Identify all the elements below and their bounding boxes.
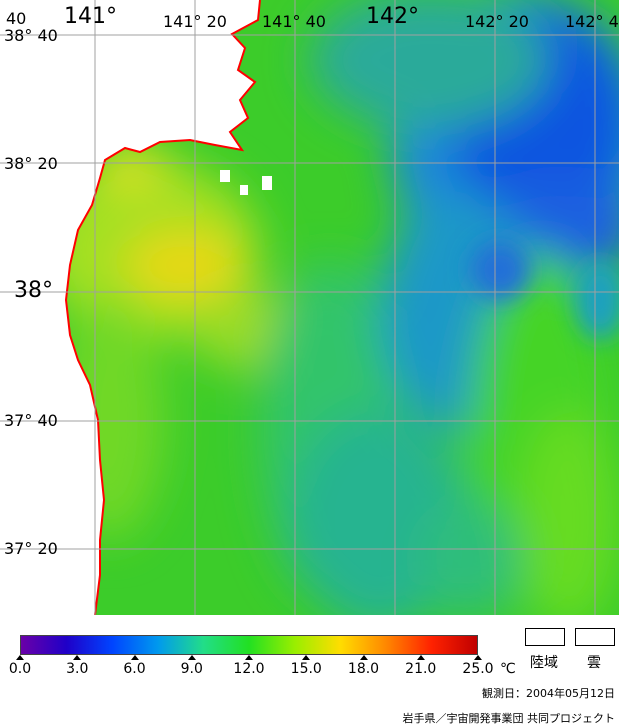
colorbar-tick-label: 15.0 [290,661,322,677]
colorbar-tick-mark [16,655,24,660]
temperature-colorbar [20,635,478,655]
longitude-label: 141° [64,4,117,29]
coastline [64,0,261,615]
latitude-label: 37° 20 [4,539,58,558]
longitude-label: 142° 20 [465,12,529,31]
cloud-label: 雲 [587,655,601,671]
colorbar-tick-mark [359,655,368,660]
credit-text: 岩手県／宇宙開発事業団 共同プロジェクト [402,712,616,725]
colorbar-tick-label: 0.0 [8,661,32,677]
colorbar-tick-mark [130,655,139,660]
land-swatch [525,628,565,646]
colorbar-tick-mark [73,655,82,660]
longitude-label: 141° 40 [262,12,326,31]
colorbar-tick-mark [302,655,311,660]
longitude-label: 141° 20 [163,12,227,31]
longitude-label: 142° 4 [565,12,619,31]
cloud-patch [220,170,230,182]
colorbar-tick-label: 21.0 [405,661,437,677]
land-label: 陸域 [530,655,558,671]
latitude-label: 38° [14,278,53,303]
longitude-label: 142° [366,4,419,29]
colorbar-tick-label: 9.0 [180,661,203,677]
colorbar-tick-label: 18.0 [347,661,380,677]
colorbar-tick-label: 3.0 [66,661,89,677]
cloud-swatch [575,628,615,646]
colorbar-tick-label: 25.0 [462,661,494,677]
colorbar-tick-label: 6.0 [123,661,146,677]
graticule [0,0,619,615]
latitude-label: 38° 20 [4,154,58,173]
colorbar-tick-mark [245,655,253,660]
cloud-patch [262,176,272,190]
cloud-patch [240,185,248,195]
colorbar-tick-mark [416,655,425,660]
colorbar-tick-mark [474,655,482,660]
legend: 0.0 3.0 6.0 9.0 12.0 15.0 18.0 21.0 25.0 ℃ 陸域 雲 … [0,615,619,725]
latitude-label: 37° 40 [4,411,58,430]
colorbar-tick-mark [187,655,196,660]
colorbar-tick-label: 12.0 [233,661,265,677]
land-area [0,0,260,615]
observation-date: 観測日：2004年05月12日 [482,687,615,700]
corner-label: 40 [6,9,27,28]
latitude-label: 38° 40 [4,26,58,45]
sea-surface-temperature-map [0,0,619,615]
unit-label: ℃ [500,661,516,677]
